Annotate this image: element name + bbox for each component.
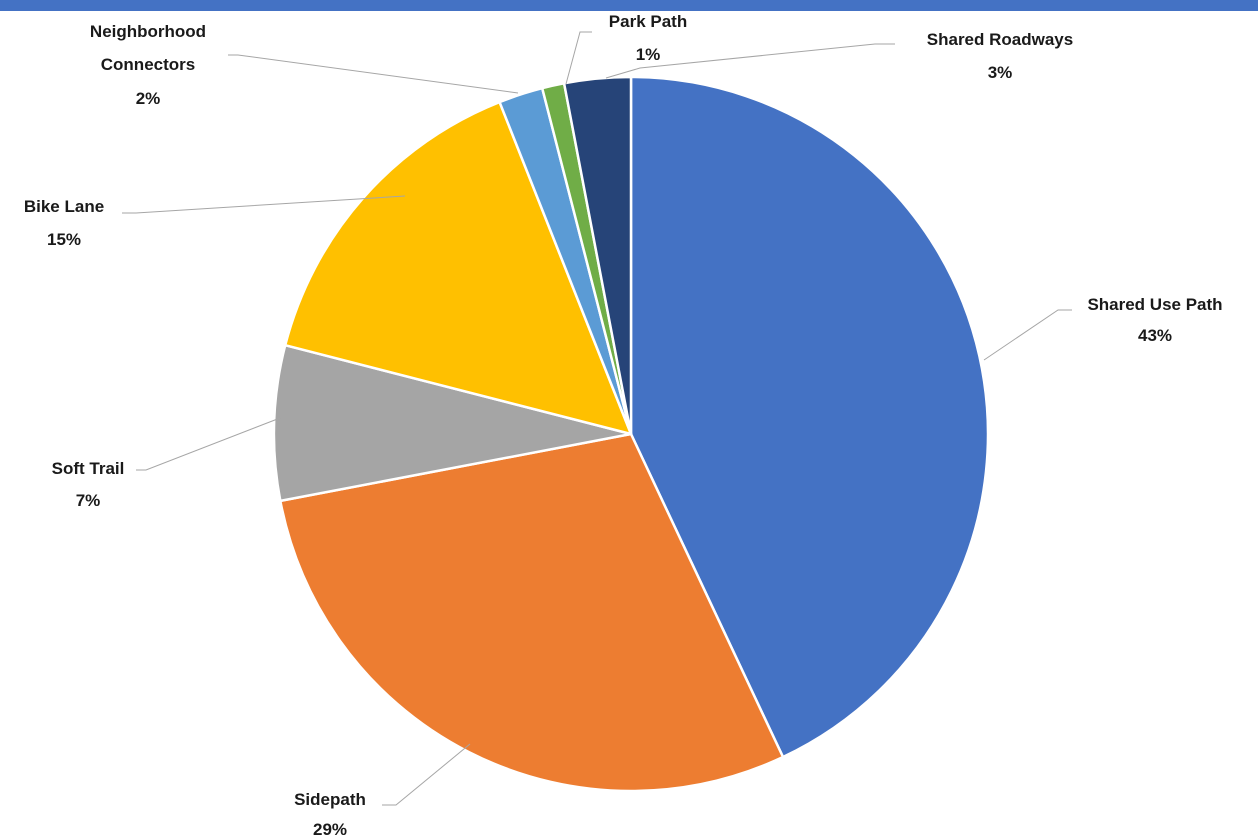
label-value-shared-use-path: 43% <box>1138 326 1172 345</box>
label-name-neighborhood-connectors-line2: Connectors <box>101 55 195 74</box>
label-value-bike-lane: 15% <box>47 230 81 249</box>
label-value-soft-trail: 7% <box>76 491 101 510</box>
leader-line-park-path <box>565 31 592 85</box>
label-name-neighborhood-connectors-line1: Neighborhood <box>90 22 206 41</box>
leader-line-shared-use-path <box>983 309 1072 361</box>
label-value-park-path: 1% <box>636 45 661 64</box>
data-labels: Shared Use Path 43% Sidepath 29% Soft Tr… <box>24 12 1223 839</box>
label-value-shared-roadways: 3% <box>988 63 1013 82</box>
leader-line-sidepath <box>382 743 471 806</box>
label-value-sidepath: 29% <box>313 820 347 839</box>
pie-slices <box>272 75 990 793</box>
leader-line-bike-lane <box>122 195 406 214</box>
slice-sidepath <box>279 432 785 793</box>
label-name-bike-lane: Bike Lane <box>24 197 104 216</box>
leader-lines <box>122 31 1072 806</box>
leader-line-neighborhood-connectors <box>228 54 519 94</box>
top-accent-bar <box>0 0 1258 11</box>
label-name-soft-trail: Soft Trail <box>52 459 125 478</box>
slice-soft-trail <box>272 343 633 503</box>
label-name-sidepath: Sidepath <box>294 790 366 809</box>
leader-line-shared-roadways <box>605 43 895 79</box>
slice-bike-lane <box>283 100 633 436</box>
slice-shared-use-path <box>629 75 990 759</box>
slice-shared-roadways <box>562 75 633 436</box>
leader-line-soft-trail <box>136 417 281 471</box>
label-value-neighborhood-connectors: 2% <box>136 89 161 108</box>
label-name-park-path: Park Path <box>609 12 687 31</box>
label-name-shared-roadways: Shared Roadways <box>927 30 1073 49</box>
label-name-shared-use-path: Shared Use Path <box>1087 295 1222 314</box>
